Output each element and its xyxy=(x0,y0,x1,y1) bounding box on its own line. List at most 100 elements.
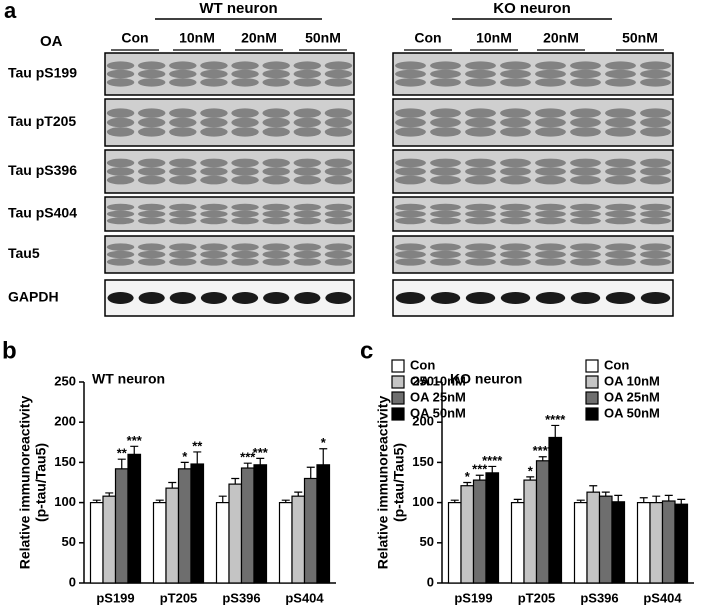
band xyxy=(106,203,135,211)
band xyxy=(324,243,353,251)
band xyxy=(395,78,426,87)
y-tick-label: 50 xyxy=(420,534,434,549)
band xyxy=(106,78,135,87)
legend-label: OA 10nM xyxy=(410,373,466,388)
band xyxy=(293,203,322,211)
band xyxy=(137,69,166,79)
band xyxy=(535,158,566,168)
row-label: Tau pT205 xyxy=(8,113,76,129)
band xyxy=(570,258,601,266)
group-label: WT neuron xyxy=(199,0,277,17)
band xyxy=(262,250,290,259)
lane-label: 20nM xyxy=(543,30,579,46)
band xyxy=(169,243,197,251)
bar xyxy=(460,485,475,584)
bar xyxy=(510,502,525,584)
band xyxy=(106,127,135,137)
band xyxy=(200,127,228,137)
band xyxy=(324,78,353,87)
band xyxy=(430,250,461,259)
band xyxy=(324,127,353,137)
legend-swatch xyxy=(585,391,599,405)
band xyxy=(324,250,353,259)
band xyxy=(293,127,322,137)
band xyxy=(169,127,197,137)
band xyxy=(430,167,461,176)
error-bar xyxy=(513,498,522,503)
band xyxy=(263,292,290,304)
band xyxy=(535,69,566,79)
legend-swatch xyxy=(585,375,599,389)
significance: ** xyxy=(117,446,128,461)
band xyxy=(293,69,322,79)
band xyxy=(395,127,426,137)
band xyxy=(535,78,566,87)
band xyxy=(430,243,461,251)
y-tick-label: 200 xyxy=(54,414,76,429)
y-tick-label: 100 xyxy=(54,494,76,509)
band xyxy=(137,210,166,218)
band xyxy=(169,203,197,211)
band xyxy=(570,108,601,118)
band xyxy=(169,117,197,128)
band xyxy=(430,127,461,137)
band xyxy=(294,292,321,304)
bar xyxy=(447,502,462,584)
band xyxy=(570,167,601,176)
significance: * xyxy=(465,469,471,484)
bar xyxy=(485,472,500,584)
band xyxy=(465,78,496,87)
band xyxy=(500,203,531,211)
band xyxy=(605,117,636,128)
band xyxy=(106,61,135,70)
error-bar xyxy=(130,445,139,455)
band xyxy=(500,61,531,70)
band xyxy=(430,175,461,185)
bar xyxy=(177,468,192,584)
band xyxy=(293,250,322,259)
band xyxy=(465,292,496,304)
bar xyxy=(523,479,538,584)
error-bar xyxy=(614,494,623,502)
band xyxy=(535,175,566,185)
band xyxy=(535,217,566,225)
band xyxy=(262,61,290,70)
y-tick-label: 200 xyxy=(412,414,434,429)
band xyxy=(106,158,135,168)
band xyxy=(200,292,228,304)
band xyxy=(200,217,228,225)
band xyxy=(640,69,671,79)
band xyxy=(262,203,290,211)
band xyxy=(500,258,531,266)
y-axis-label: (p-tau/Tau5) xyxy=(33,443,49,522)
band xyxy=(640,78,671,87)
y-tick-label: 100 xyxy=(412,494,434,509)
x-tick-label: pS404 xyxy=(643,590,682,605)
group-label: KO neuron xyxy=(493,0,571,17)
lane-label: 50nM xyxy=(305,30,341,46)
band xyxy=(293,258,322,266)
band xyxy=(169,78,197,87)
band xyxy=(500,217,531,225)
band xyxy=(231,69,259,79)
band xyxy=(169,108,197,118)
band xyxy=(605,292,636,304)
band xyxy=(640,292,671,304)
band xyxy=(465,250,496,259)
lane-label: 50nM xyxy=(622,30,658,46)
band xyxy=(605,217,636,225)
band xyxy=(395,158,426,168)
band xyxy=(640,117,671,128)
band xyxy=(605,243,636,251)
bar xyxy=(548,436,563,584)
y-tick-label: 50 xyxy=(62,534,76,549)
band xyxy=(231,158,259,168)
error-bar xyxy=(155,499,164,503)
significance: *** xyxy=(472,462,488,477)
error-bar xyxy=(92,499,101,503)
band xyxy=(137,127,166,137)
significance: *** xyxy=(240,450,256,465)
y-axis-label: Relative immunoreactivity xyxy=(17,396,33,570)
band xyxy=(137,117,166,128)
band xyxy=(231,127,259,137)
